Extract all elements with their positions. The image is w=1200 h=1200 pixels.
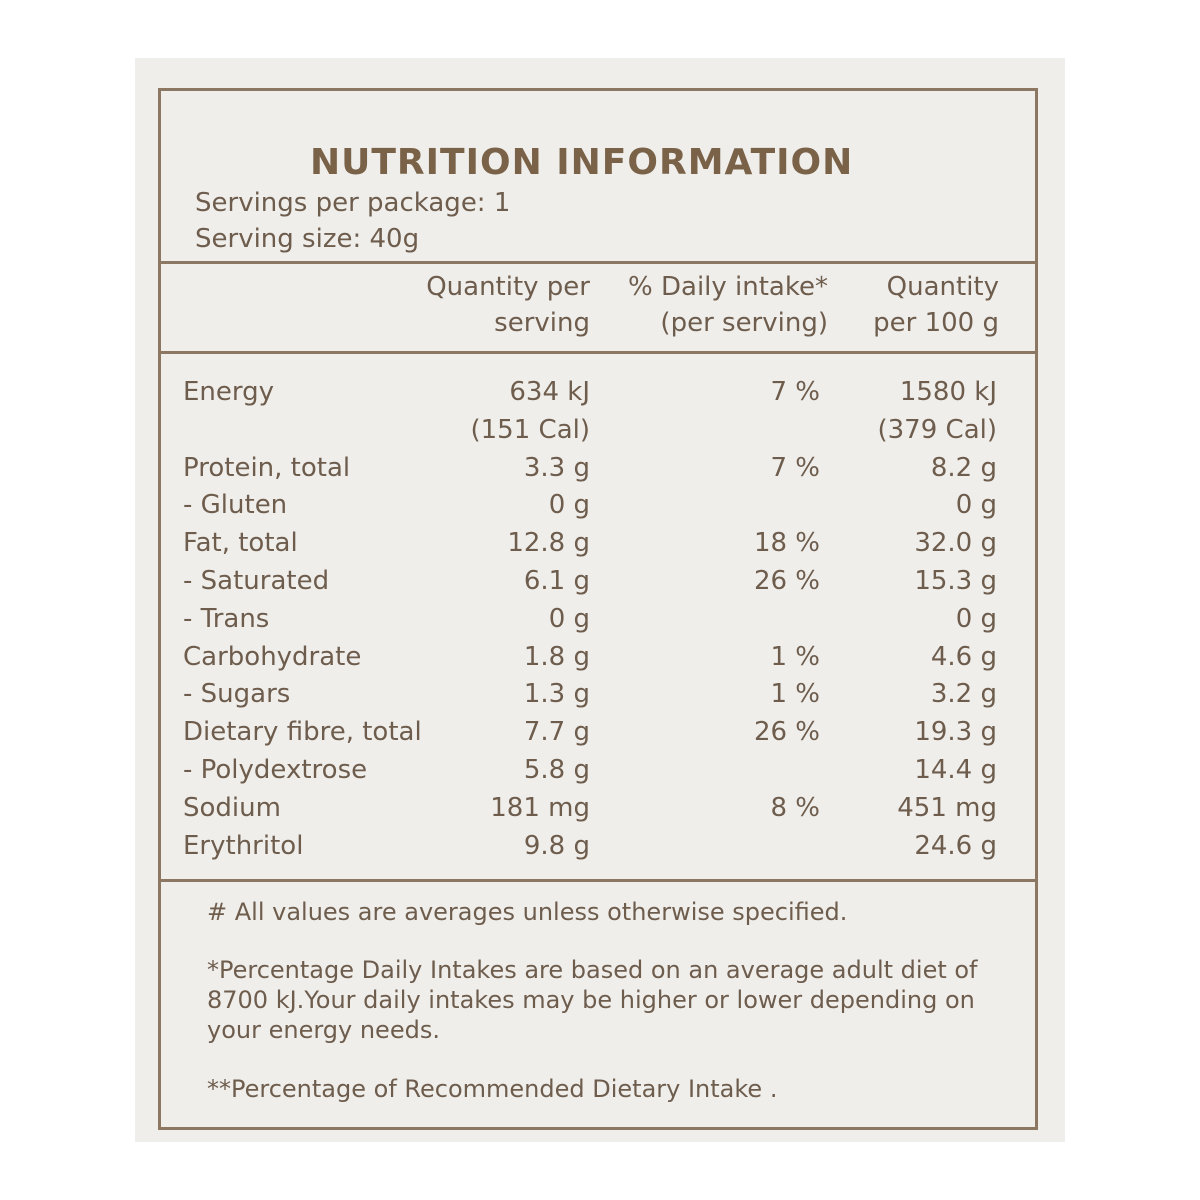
nutrient-value: 1.8 g: [523, 641, 590, 672]
nutrient-value: 181 mg: [490, 792, 590, 823]
nutrient-value: 24.6 g: [914, 830, 997, 861]
label-border: [158, 88, 1038, 1130]
column-header: Quantity: [886, 272, 999, 302]
nutrient-value: 7 %: [770, 452, 820, 483]
nutrient-name: Carbohydrate: [183, 641, 362, 672]
nutrient-value: (151 Cal): [470, 414, 591, 445]
divider: [158, 879, 1038, 882]
column-header: Quantity per: [426, 272, 590, 302]
nutrient-value: 18 %: [753, 528, 820, 559]
nutrient-value: 26 %: [753, 566, 820, 596]
nutrient-value: 0 g: [955, 490, 997, 521]
nutrient-value: 634 kJ: [509, 377, 590, 407]
nutrient-name: Sodium: [183, 792, 281, 823]
nutrient-value: 1 %: [770, 679, 820, 710]
nutrient-name: - Gluten: [183, 490, 288, 521]
footnote: # All values are averages unless otherwi…: [207, 898, 848, 926]
nutrient-name: Protein, total: [183, 452, 351, 483]
column-header: per 100 g: [873, 308, 999, 338]
nutrient-value: 8.2 g: [930, 452, 997, 483]
footnote: 8700 kJ.Your daily intakes may be higher…: [207, 986, 975, 1014]
nutrient-name: - Sugars: [183, 679, 291, 710]
nutrient-value: 19.3 g: [914, 717, 997, 748]
nutrient-value: 5.8 g: [523, 755, 590, 785]
nutrient-value: 14.4 g: [914, 755, 997, 785]
nutrient-value: 451 mg: [897, 792, 997, 823]
nutrient-name: Energy: [183, 377, 275, 407]
nutrient-value: 26 %: [753, 717, 820, 748]
nutrient-value: 1580 kJ: [899, 377, 997, 407]
serving-info: Serving size: 40g: [195, 224, 420, 254]
nutrient-name: Fat, total: [183, 528, 298, 559]
nutrient-value: 3.2 g: [930, 679, 997, 710]
nutrient-value: 0 g: [955, 603, 997, 634]
nutrient-value: 15.3 g: [914, 566, 997, 596]
nutrient-name: Erythritol: [183, 830, 304, 861]
column-header: % Daily intake*: [628, 272, 828, 302]
nutrient-value: (379 Cal): [877, 414, 998, 445]
nutrient-value: 1 %: [770, 641, 820, 672]
nutrient-value: 1.3 g: [523, 679, 590, 710]
nutrient-value: 32.0 g: [914, 528, 997, 559]
label-panel: [135, 58, 1065, 1142]
serving-info: Servings per package: 1: [195, 188, 511, 218]
column-header: serving: [494, 308, 590, 338]
nutrient-value: 9.8 g: [523, 830, 590, 861]
column-header: (per serving): [660, 308, 828, 338]
nutrient-name: Dietary fibre, total: [183, 717, 422, 748]
footnote: **Percentage of Recommended Dietary Inta…: [207, 1075, 778, 1103]
nutrient-value: 3.3 g: [523, 452, 590, 483]
nutrient-value: 0 g: [548, 603, 590, 634]
divider: [158, 261, 1038, 264]
nutrient-value: 6.1 g: [523, 566, 590, 596]
footnote: your energy needs.: [207, 1016, 440, 1044]
nutrient-name: - Trans: [183, 603, 270, 634]
nutrient-value: 12.8 g: [507, 528, 590, 559]
nutrient-value: 4.6 g: [930, 641, 997, 672]
nutrient-value: 8 %: [770, 792, 820, 823]
footnote: *Percentage Daily Intakes are based on a…: [207, 956, 978, 984]
divider: [158, 351, 1038, 354]
nutrient-name: - Saturated: [183, 566, 330, 596]
nutrient-name: - Polydextrose: [183, 755, 368, 785]
nutrient-value: 0 g: [548, 490, 590, 521]
title: NUTRITION INFORMATION: [310, 142, 854, 183]
nutrient-value: 7.7 g: [523, 717, 590, 748]
nutrient-value: 7 %: [770, 377, 820, 407]
